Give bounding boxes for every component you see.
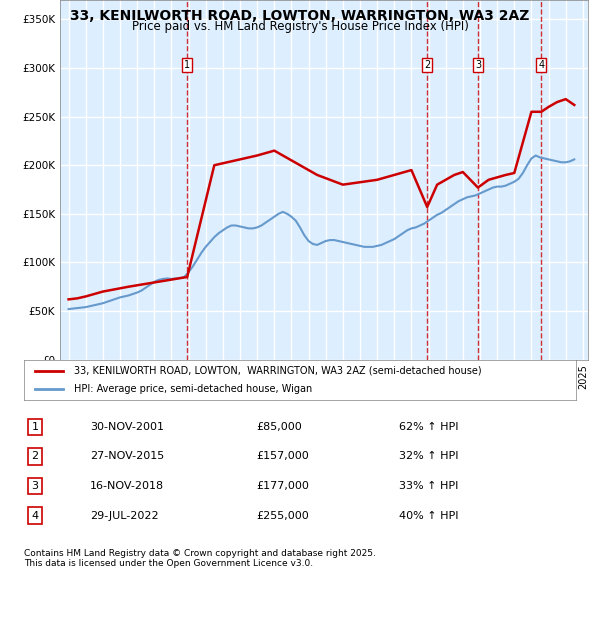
Text: 1: 1 [32, 422, 38, 432]
Text: 16-NOV-2018: 16-NOV-2018 [90, 481, 164, 491]
Text: 30-NOV-2001: 30-NOV-2001 [90, 422, 164, 432]
Text: 33, KENILWORTH ROAD, LOWTON, WARRINGTON, WA3 2AZ: 33, KENILWORTH ROAD, LOWTON, WARRINGTON,… [70, 9, 530, 24]
Text: 33, KENILWORTH ROAD, LOWTON,  WARRINGTON, WA3 2AZ (semi-detached house): 33, KENILWORTH ROAD, LOWTON, WARRINGTON,… [74, 366, 481, 376]
Text: 4: 4 [538, 60, 544, 69]
Text: 2: 2 [424, 60, 430, 69]
Text: 29-JUL-2022: 29-JUL-2022 [90, 511, 159, 521]
Text: £85,000: £85,000 [256, 422, 302, 432]
Text: 40% ↑ HPI: 40% ↑ HPI [400, 511, 459, 521]
Text: £157,000: £157,000 [256, 451, 308, 461]
Text: 4: 4 [31, 511, 38, 521]
Text: 3: 3 [475, 60, 481, 69]
Text: 32% ↑ HPI: 32% ↑ HPI [400, 451, 459, 461]
Text: 3: 3 [32, 481, 38, 491]
Text: 33% ↑ HPI: 33% ↑ HPI [400, 481, 459, 491]
Text: Price paid vs. HM Land Registry's House Price Index (HPI): Price paid vs. HM Land Registry's House … [131, 20, 469, 33]
Text: Contains HM Land Registry data © Crown copyright and database right 2025.
This d: Contains HM Land Registry data © Crown c… [24, 549, 376, 568]
Text: £177,000: £177,000 [256, 481, 309, 491]
Text: HPI: Average price, semi-detached house, Wigan: HPI: Average price, semi-detached house,… [74, 384, 312, 394]
Text: 27-NOV-2015: 27-NOV-2015 [90, 451, 164, 461]
Text: 62% ↑ HPI: 62% ↑ HPI [400, 422, 459, 432]
Text: £255,000: £255,000 [256, 511, 308, 521]
Text: 2: 2 [31, 451, 38, 461]
Text: 1: 1 [184, 60, 190, 69]
